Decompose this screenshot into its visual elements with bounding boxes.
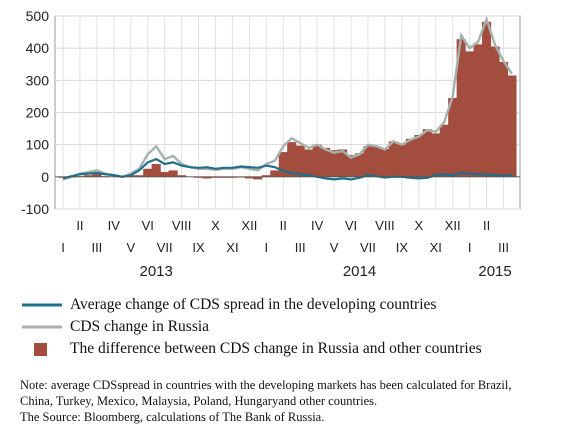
difference-bar: [210, 176, 221, 178]
difference-bar: [287, 142, 297, 177]
difference-bar: [456, 39, 466, 177]
legend-swatch-difference: [34, 343, 47, 356]
x-tick-label: X: [414, 218, 423, 233]
difference-bar: [405, 138, 415, 177]
x-tick-label: X: [211, 218, 220, 233]
x-tick-label: XI: [430, 240, 442, 255]
difference-bar: [465, 51, 475, 177]
difference-bar: [338, 149, 348, 177]
difference-bar: [278, 152, 288, 177]
footnote: Note: average CDSspread in countries wit…: [20, 377, 565, 425]
x-tick-label: VII: [157, 240, 173, 255]
x-axis: II IV VI VIII X XII II IV VI VIII X XII III III V VII IX…: [61, 218, 512, 280]
difference-bar: [312, 144, 322, 177]
difference-bar: [321, 147, 331, 177]
difference-bar: [397, 144, 407, 177]
difference-bar: [134, 175, 144, 177]
difference-bars: [58, 21, 517, 180]
difference-bar: [422, 129, 432, 177]
difference-bar: [346, 154, 356, 177]
difference-bar: [363, 146, 373, 177]
difference-bar: [490, 46, 500, 177]
series-line-russia: [62, 15, 514, 181]
series-line-average: [62, 157, 513, 181]
difference-bar: [160, 172, 170, 177]
legend-label-average: Average change of CDS spread in the deve…: [70, 296, 437, 313]
x-tick-label: II: [280, 218, 287, 233]
difference-bar: [388, 141, 398, 177]
difference-bar: [168, 170, 178, 177]
difference-bar: [253, 176, 263, 180]
year-label: 2013: [140, 263, 173, 280]
x-tick-label: IX: [192, 240, 205, 255]
x-tick-label: I: [265, 240, 269, 255]
legend-label-difference: The difference between CDS change in Rus…: [70, 340, 482, 357]
difference-bar: [83, 175, 93, 177]
legend-swatch-russia: [22, 325, 62, 329]
x-tick-label: XII: [445, 218, 461, 233]
x-tick-label: I: [468, 240, 472, 255]
x-tick-label: XII: [241, 218, 257, 233]
difference-bar: [380, 148, 390, 177]
x-tick-label: III: [295, 240, 306, 255]
x-tick-label: I: [61, 240, 65, 255]
note-line-1: Note: average CDSspread in countries wit…: [20, 378, 512, 392]
difference-bar: [194, 176, 204, 178]
note-line-2: China, Turkey, Mexico, Malaysia, Poland,…: [20, 394, 378, 408]
y-tick-label: 300: [26, 72, 50, 88]
x-tick-label: VIII: [375, 218, 395, 233]
difference-bar: [354, 153, 365, 177]
difference-bar: [329, 150, 339, 177]
difference-bar: [244, 176, 254, 179]
difference-bar: [202, 176, 212, 179]
x-tick-label: XI: [226, 240, 238, 255]
x-tick-label: VI: [345, 218, 357, 233]
x-tick-label: II: [76, 218, 83, 233]
difference-bar: [219, 176, 229, 178]
difference-bar: [482, 21, 492, 177]
difference-bar: [92, 174, 102, 177]
x-tick-label: III: [91, 240, 102, 255]
x-tick-label: IX: [396, 240, 409, 255]
y-tick-label: 0: [41, 169, 49, 185]
x-tick-label: VII: [360, 240, 376, 255]
year-label: 2014: [343, 263, 376, 280]
difference-bar: [143, 168, 153, 177]
difference-bar: [414, 135, 424, 177]
x-tick-label: VIII: [172, 218, 192, 233]
y-axis: -100 0 100 200 300 400 500: [21, 8, 49, 217]
y-tick-label: 100: [26, 137, 50, 153]
difference-bar: [431, 133, 441, 177]
difference-bar: [304, 149, 314, 177]
legend-swatch-average: [22, 303, 62, 307]
difference-bar: [371, 146, 381, 177]
y-tick-label: 200: [26, 105, 50, 121]
x-tick-label: III: [498, 240, 509, 255]
difference-bar: [507, 75, 517, 177]
x-tick-label: VI: [142, 218, 154, 233]
difference-bar: [295, 145, 305, 177]
difference-bar: [473, 44, 483, 177]
difference-bar: [448, 98, 458, 177]
difference-bar: [270, 170, 280, 177]
x-tick-label: V: [330, 240, 339, 255]
legend-label-russia: CDS change in Russia: [70, 318, 210, 335]
x-tick-label: IV: [311, 218, 324, 233]
y-tick-label: 400: [26, 40, 50, 56]
note-line-3: The Source: Bloomberg, calculations of T…: [20, 410, 325, 424]
difference-bar: [439, 124, 449, 177]
x-tick-label: IV: [108, 218, 121, 233]
difference-bar: [177, 175, 187, 177]
x-tick-label: II: [483, 218, 490, 233]
difference-bar: [227, 176, 237, 178]
difference-bar: [498, 61, 509, 177]
y-tick-label: -100: [21, 201, 49, 217]
x-tick-label: V: [126, 240, 135, 255]
y-tick-label: 500: [26, 8, 50, 24]
difference-bar: [151, 163, 161, 177]
year-label: 2015: [478, 263, 511, 280]
difference-bar: [261, 175, 271, 177]
